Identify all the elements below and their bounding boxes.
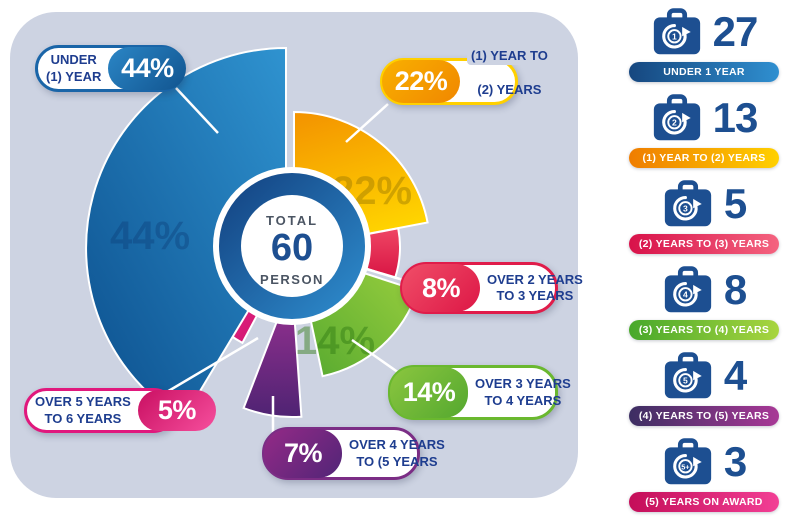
legend-sidebar: 1 27 UNDER 1 YEAR 2 13 (1) YEAR TO (2) YEARS 3…	[624, 6, 784, 522]
briefcase-year-3-icon: 3	[664, 180, 711, 227]
total-caption-top: TOTAL	[266, 213, 318, 228]
total-caption-bottom: PERSON	[260, 272, 324, 287]
callout-percent: 44%	[108, 47, 187, 90]
svg-text:3: 3	[683, 203, 688, 213]
callout-22pct: 22% (1) YEAR TO (2) YEARS	[380, 48, 552, 105]
slice-watermark: 44%	[110, 214, 190, 258]
callout-label-line2: (1) YEAR	[46, 68, 102, 84]
callout-label-line2: (2) YEARS	[477, 81, 542, 97]
slice-watermark: 14%	[295, 319, 375, 363]
legend-count: 3	[723, 438, 747, 485]
legend-item: 5 4 (4) YEARS TO (5) YEARS	[624, 350, 784, 436]
callout-label: OVER 2 YEARS TO 3 YEARS	[479, 265, 591, 311]
briefcase-year-5-icon: 5	[664, 352, 711, 399]
callout-label-line1: OVER 2 YEARS	[487, 271, 583, 287]
legend-range-pill: UNDER 1 YEAR	[629, 62, 779, 82]
callout-percent: 8%	[402, 264, 480, 312]
callout-leader-line	[159, 336, 259, 398]
callout-percent: 7%	[264, 429, 342, 478]
callout-label: OVER 5 YEARS TO 6 YEARS	[27, 391, 139, 430]
infographic-page: { "chart_data": { "type": "pie", "total"…	[10, 8, 779, 512]
chart-panel: 22% 14% 44% TOTAL 60 PERSON UNDER (1) YEAR 44% 2…	[10, 12, 583, 498]
total-value: 60	[271, 227, 313, 269]
legend-range-pill: (4) YEARS TO (5) YEARS	[629, 406, 779, 426]
callout-5pct: OVER 5 YEARS TO 6 YEARS 5%	[24, 388, 216, 433]
callout-label: UNDER (1) YEAR	[38, 48, 109, 89]
legend-count: 13	[712, 94, 759, 141]
callout-label: OVER 3 YEARS TO 4 YEARS	[467, 368, 579, 417]
legend-item-top: 5+ 3	[662, 436, 747, 488]
callout-label: (1) YEAR TO (2) YEARS	[459, 48, 560, 102]
callout-label-line2: TO 3 YEARS	[496, 288, 574, 303]
callout-7pct: 7% OVER 4 YEARS TO (5 YEARS	[262, 427, 445, 480]
legend-range-pill: (5) YEARS ON AWARD	[629, 492, 779, 512]
svg-text:5+: 5+	[681, 462, 689, 471]
callout-14pct: 14% OVER 3 YEARS TO 4 YEARS	[388, 365, 571, 420]
legend-item: 5+ 3 (5) YEARS ON AWARD	[624, 436, 784, 522]
briefcase-year-1-icon: 1	[653, 8, 700, 55]
legend-count: 8	[723, 266, 747, 313]
callout-label-line1: UNDER	[50, 52, 97, 68]
svg-text:1: 1	[672, 31, 677, 41]
pie-slice-44pct	[85, 46, 287, 421]
callout-8pct: 8% OVER 2 YEARS TO 3 YEARS	[400, 262, 583, 314]
callout-leader-line	[175, 87, 219, 134]
legend-item: 2 13 (1) YEAR TO (2) YEARS	[624, 92, 784, 178]
callout-44pct: UNDER (1) YEAR 44%	[35, 45, 187, 92]
svg-text:5: 5	[683, 375, 688, 385]
hub-disc	[241, 195, 343, 297]
briefcase-year-4-icon: 4	[664, 266, 711, 313]
legend-range-pill: (3) YEARS TO (4) YEARS	[629, 320, 779, 340]
legend-item: 1 27 UNDER 1 YEAR	[624, 6, 784, 92]
callout-label-line2: TO (5 YEARS	[356, 453, 438, 469]
legend-item: 4 8 (3) YEARS TO (4) YEARS	[624, 264, 784, 350]
legend-item: 3 5 (2) YEARS TO (3) YEARS	[624, 178, 784, 264]
callout-percent: 14%	[390, 367, 468, 418]
callout-label-line1: OVER 3 YEARS	[475, 376, 571, 392]
callout-label-line2: TO 4 YEARS	[484, 392, 562, 408]
callout-label-line2: TO 6 YEARS	[44, 410, 122, 426]
legend-count: 27	[712, 8, 759, 55]
legend-count: 5	[723, 180, 747, 227]
callout-percent: 22%	[382, 60, 460, 103]
legend-range-pill: (2) YEARS TO (3) YEARS	[629, 234, 779, 254]
callout-label-line1: OVER 4 YEARS	[349, 437, 445, 453]
callout-label-line1: OVER 5 YEARS	[35, 394, 131, 410]
callout-label-line1: (1) YEAR TO	[467, 48, 552, 65]
briefcase-year-5+-icon: 5+	[664, 438, 711, 485]
callout-leader-line	[345, 103, 389, 143]
callout-leader-line	[351, 338, 403, 377]
legend-count: 4	[723, 352, 747, 399]
legend-item-top: 2 13	[651, 92, 758, 144]
legend-range-pill: (1) YEAR TO (2) YEARS	[629, 148, 779, 168]
callout-label: OVER 4 YEARS TO (5 YEARS	[341, 430, 453, 477]
callout-percent: 5%	[137, 390, 216, 431]
svg-text:4: 4	[683, 289, 688, 299]
svg-text:2: 2	[672, 117, 677, 127]
briefcase-year-2-icon: 2	[653, 94, 700, 141]
legend-item-top: 1 27	[651, 6, 758, 58]
